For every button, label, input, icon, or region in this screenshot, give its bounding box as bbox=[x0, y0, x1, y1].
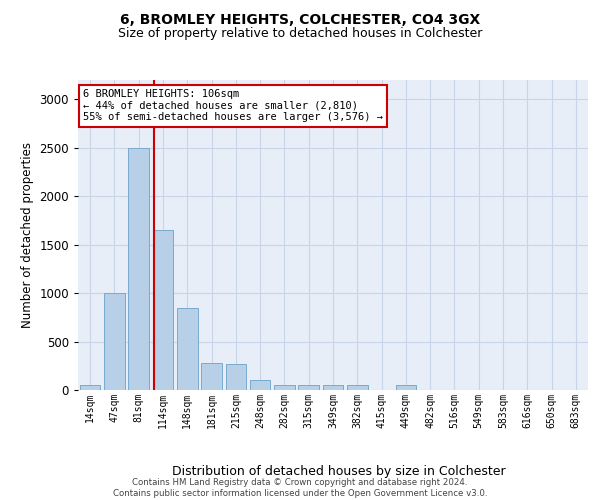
Bar bbox=[104, 293, 125, 390]
Bar bbox=[323, 384, 343, 390]
Bar bbox=[128, 148, 149, 390]
Text: 6 BROMLEY HEIGHTS: 106sqm
← 44% of detached houses are smaller (2,810)
55% of se: 6 BROMLEY HEIGHTS: 106sqm ← 44% of detac… bbox=[83, 90, 383, 122]
Y-axis label: Number of detached properties: Number of detached properties bbox=[21, 142, 34, 328]
Bar bbox=[298, 384, 319, 390]
Text: 6, BROMLEY HEIGHTS, COLCHESTER, CO4 3GX: 6, BROMLEY HEIGHTS, COLCHESTER, CO4 3GX bbox=[120, 12, 480, 26]
Bar bbox=[395, 385, 416, 390]
Bar bbox=[80, 385, 100, 390]
Bar bbox=[226, 364, 246, 390]
Bar bbox=[177, 308, 197, 390]
Text: Distribution of detached houses by size in Colchester: Distribution of detached houses by size … bbox=[172, 464, 506, 477]
Text: Size of property relative to detached houses in Colchester: Size of property relative to detached ho… bbox=[118, 28, 482, 40]
Bar bbox=[152, 230, 173, 390]
Bar bbox=[347, 385, 368, 390]
Bar bbox=[274, 384, 295, 390]
Bar bbox=[201, 363, 222, 390]
Text: Contains HM Land Registry data © Crown copyright and database right 2024.
Contai: Contains HM Land Registry data © Crown c… bbox=[113, 478, 487, 498]
Bar bbox=[250, 380, 271, 390]
